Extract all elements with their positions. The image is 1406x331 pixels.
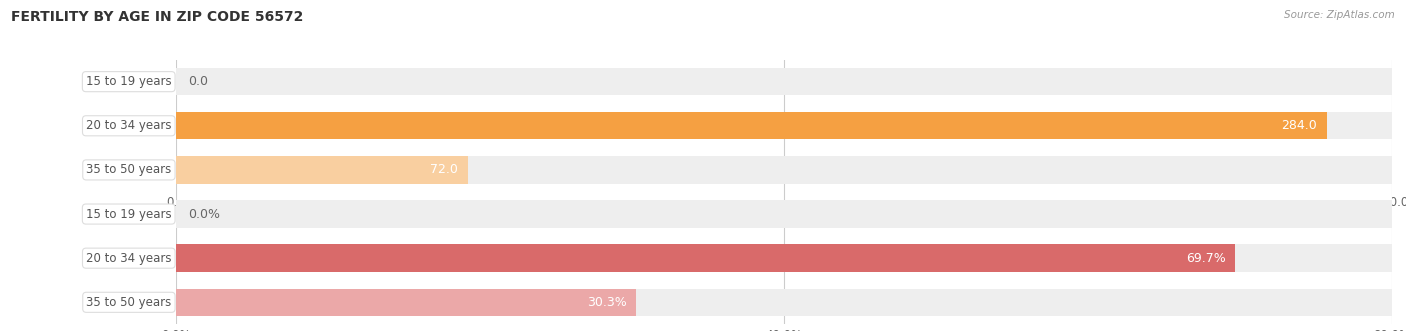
Text: 284.0: 284.0 <box>1282 119 1317 132</box>
Bar <box>176 156 468 184</box>
Bar <box>176 112 1327 139</box>
Bar <box>176 156 1392 184</box>
Text: 35 to 50 years: 35 to 50 years <box>86 296 172 309</box>
Text: 72.0: 72.0 <box>430 164 458 176</box>
Bar <box>176 112 1392 139</box>
Text: 15 to 19 years: 15 to 19 years <box>86 75 172 88</box>
Bar <box>176 289 1392 316</box>
Text: FERTILITY BY AGE IN ZIP CODE 56572: FERTILITY BY AGE IN ZIP CODE 56572 <box>11 10 304 24</box>
Text: 20 to 34 years: 20 to 34 years <box>86 252 172 265</box>
Bar <box>176 245 1392 272</box>
Text: 15 to 19 years: 15 to 19 years <box>86 208 172 220</box>
Bar <box>176 68 1392 95</box>
Text: 69.7%: 69.7% <box>1185 252 1226 265</box>
Bar <box>176 200 1392 228</box>
Text: 20 to 34 years: 20 to 34 years <box>86 119 172 132</box>
Text: 30.3%: 30.3% <box>586 296 627 309</box>
Text: 0.0: 0.0 <box>188 75 208 88</box>
Bar <box>176 289 637 316</box>
Text: 0.0%: 0.0% <box>188 208 219 220</box>
Bar <box>176 245 1236 272</box>
Text: Source: ZipAtlas.com: Source: ZipAtlas.com <box>1284 10 1395 20</box>
Text: 35 to 50 years: 35 to 50 years <box>86 164 172 176</box>
